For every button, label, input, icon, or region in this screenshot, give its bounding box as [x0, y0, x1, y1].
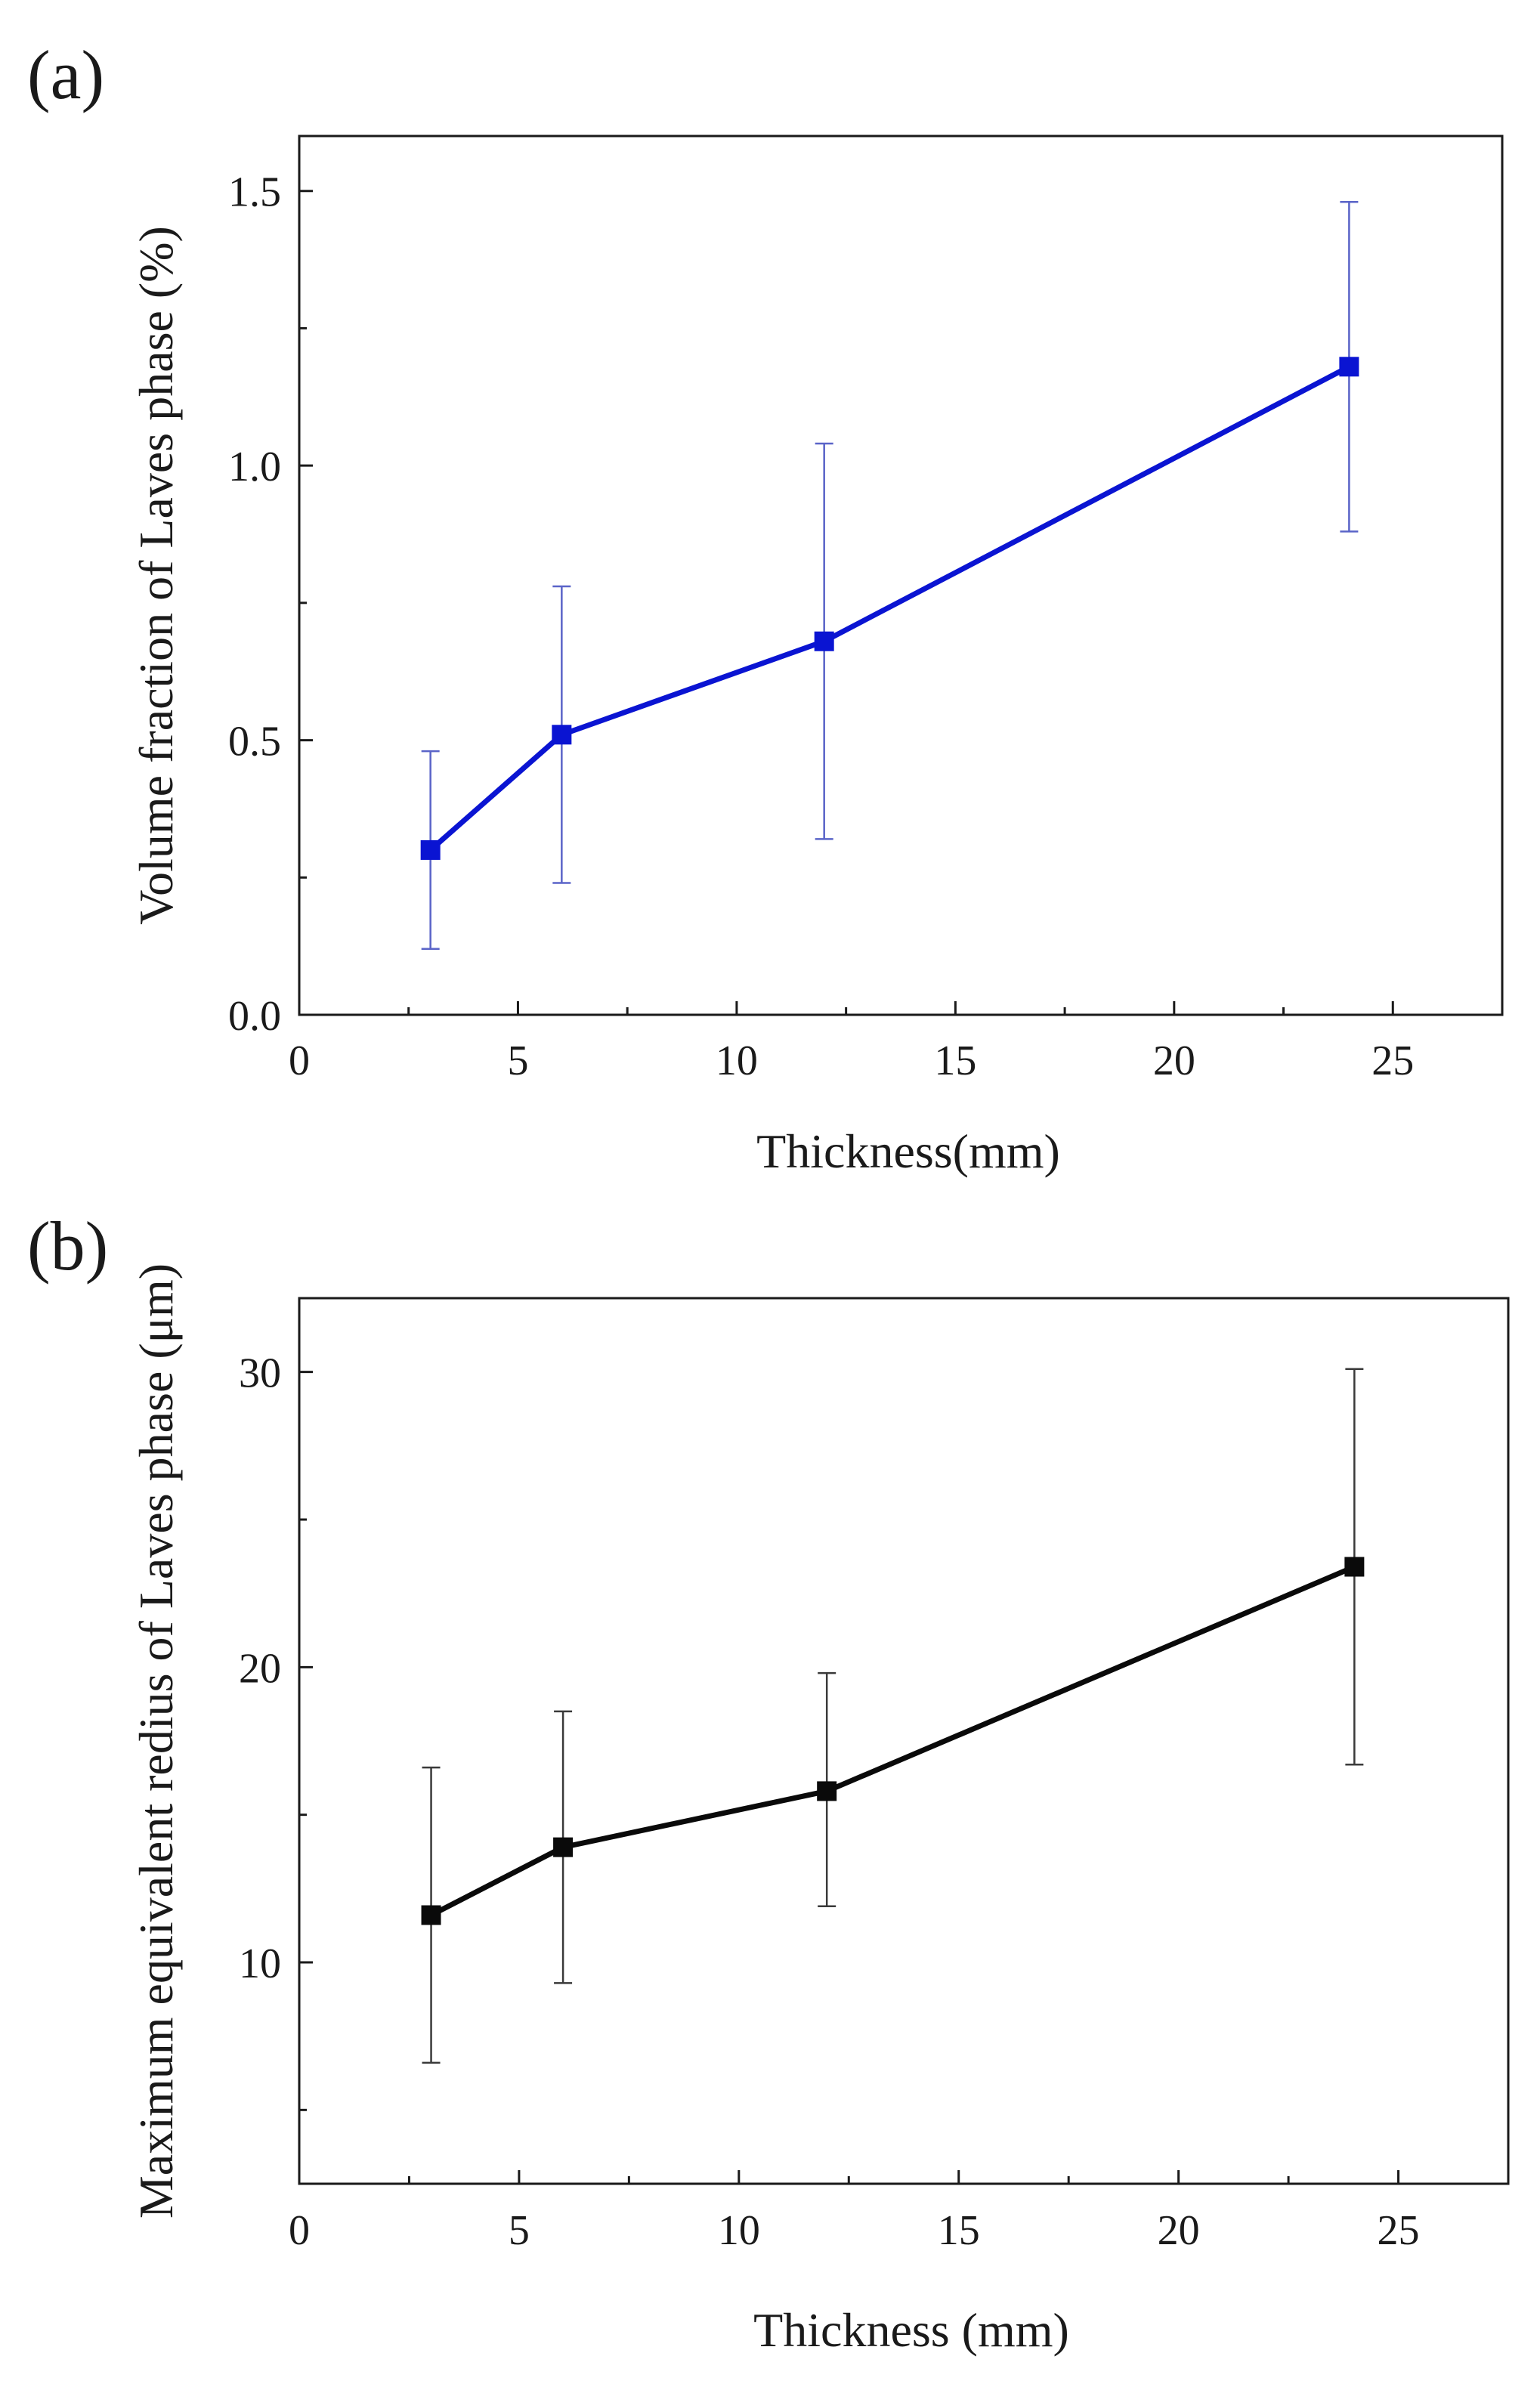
x-tick-label: 15 — [934, 1037, 976, 1084]
data-point — [420, 840, 441, 860]
x-tick-label: 15 — [938, 2207, 980, 2254]
data-point — [1344, 1557, 1365, 1577]
data-point — [552, 725, 572, 745]
x-axis-label: Thickness (mm) — [753, 2303, 1069, 2357]
x-tick-label: 25 — [1378, 2207, 1420, 2254]
panel-a-label: (a) — [27, 36, 104, 113]
x-tick-label: 25 — [1371, 1037, 1414, 1084]
x-tick-label: 10 — [716, 1037, 758, 1084]
x-tick-label: 20 — [1153, 1037, 1195, 1084]
data-point — [553, 1837, 574, 1857]
series-line — [429, 1564, 1356, 1918]
panel-a: (a) 0 5 10 15 20 25 0.0 0.5 1.0 1.5 Thickness(mm) V… — [27, 36, 1504, 1178]
y-tick-label: 1.5 — [228, 169, 281, 216]
plot-frame — [298, 135, 1504, 1016]
panel-b: (b) 0 5 10 15 20 25 10 20 30 Thickness (mm) Maximu… — [27, 1207, 1510, 2357]
x-tick-label: 5 — [507, 1037, 528, 1084]
data-point — [814, 631, 834, 651]
x-tick-label: 0 — [289, 1037, 310, 1084]
y-axis-label: Volume fraction of Laves phase (%) — [129, 226, 183, 925]
x-tick-label: 10 — [718, 2207, 760, 2254]
y-tick-label: 30 — [239, 1350, 281, 1397]
data-point — [817, 1781, 837, 1801]
data-point — [1339, 357, 1359, 377]
series-line — [428, 364, 1351, 852]
y-tick-label: 20 — [239, 1645, 281, 1692]
x-tick-label: 0 — [289, 2207, 310, 2254]
x-tick-label: 5 — [509, 2207, 530, 2254]
y-axis-label: Maximum equivalent redius of Laves phase… — [129, 1263, 183, 2219]
y-tick-label: 10 — [239, 1940, 281, 1987]
data-point — [421, 1905, 441, 1925]
y-tick-label: 0.5 — [228, 719, 281, 765]
y-tick-label: 0.0 — [228, 993, 281, 1040]
x-axis-label: Thickness(mm) — [756, 1124, 1060, 1178]
x-tick-label: 20 — [1158, 2207, 1200, 2254]
panel-b-label: (b) — [27, 1207, 108, 1285]
plot-frame — [298, 1297, 1510, 2185]
y-tick-label: 1.0 — [228, 444, 281, 490]
